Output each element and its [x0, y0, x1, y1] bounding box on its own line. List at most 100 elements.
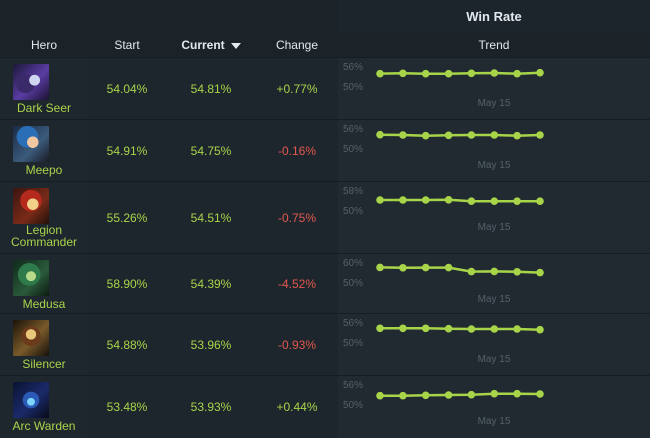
trend-point[interactable] — [444, 263, 453, 272]
hero-cell[interactable]: Dark Seer — [0, 58, 88, 120]
trend-point[interactable] — [490, 131, 499, 139]
trend-sparkline[interactable]: 60% 50% May 15 — [338, 254, 650, 314]
trend-point[interactable] — [444, 131, 453, 140]
trend-point[interactable] — [376, 324, 384, 333]
trend-line — [379, 133, 541, 137]
table-row[interactable]: Medusa 58.90% 54.39% -4.52% 60% 50% May 15 — [0, 253, 650, 314]
trend-point[interactable] — [421, 324, 430, 333]
trend-point[interactable] — [536, 325, 544, 334]
trend-point[interactable] — [399, 131, 407, 139]
trend-point[interactable] — [513, 325, 521, 333]
col-current[interactable]: Current — [166, 33, 256, 57]
trend-sparkline[interactable]: 56% 50% May 15 — [338, 314, 650, 376]
trend-point[interactable] — [421, 196, 430, 204]
trend-point[interactable] — [444, 391, 453, 399]
hero-portrait[interactable] — [13, 382, 49, 418]
trend-point[interactable] — [467, 131, 476, 139]
trend-point[interactable] — [467, 390, 476, 399]
trend-point[interactable] — [376, 263, 384, 272]
trend-point[interactable] — [376, 196, 384, 204]
trend-point[interactable] — [421, 263, 430, 272]
start-value: 55.26% — [106, 211, 148, 225]
change-value: -0.16% — [277, 144, 317, 158]
trend-point[interactable] — [490, 325, 499, 333]
trend-point[interactable] — [444, 69, 453, 78]
trend-cell: 56% 50% May 15 — [338, 314, 650, 376]
hero-portrait[interactable] — [13, 126, 49, 162]
trend-point[interactable] — [421, 391, 430, 400]
trend-point[interactable] — [490, 267, 499, 276]
current-value: 54.51% — [190, 211, 232, 225]
trend-point[interactable] — [421, 69, 430, 78]
hero-name[interactable]: Dark Seer — [16, 101, 72, 115]
hero-name[interactable]: Arc Warden — [12, 419, 76, 433]
trend-point[interactable] — [513, 131, 521, 140]
trend-date-label: May 15 — [478, 416, 511, 427]
values-cell-group — [88, 120, 338, 182]
hero-name[interactable]: Legion Commander — [10, 223, 78, 249]
trend-point[interactable] — [376, 130, 384, 139]
current-value: 54.81% — [190, 82, 232, 96]
hero-portrait[interactable] — [13, 188, 49, 224]
trend-point[interactable] — [490, 389, 499, 398]
col-change[interactable]: Change — [275, 38, 319, 52]
trend-line — [379, 71, 541, 75]
table-row[interactable]: Dark Seer 54.04% 54.81% +0.77% 56% 50% May… — [0, 57, 650, 120]
trend-point[interactable] — [536, 197, 544, 205]
trend-point[interactable] — [444, 196, 453, 204]
trend-sparkline[interactable]: 56% 50% May 15 — [338, 376, 650, 438]
trend-point[interactable] — [467, 267, 476, 276]
start-value: 54.88% — [106, 338, 148, 352]
col-start[interactable]: Start — [114, 38, 140, 52]
trend-point[interactable] — [467, 197, 476, 205]
hero-cell[interactable]: Medusa — [0, 254, 88, 314]
trend-sparkline[interactable]: 58% 50% May 15 — [338, 182, 650, 254]
hero-portrait[interactable] — [13, 260, 49, 296]
current-value: 53.93% — [190, 400, 232, 414]
table-row[interactable]: Silencer 54.88% 53.96% -0.93% 56% 50% May … — [0, 313, 650, 376]
hero-cell[interactable]: Silencer — [0, 314, 88, 376]
trend-sparkline[interactable]: 56% 50% May 15 — [338, 120, 650, 182]
trend-y-top-label: 56% — [343, 380, 363, 391]
hero-name[interactable]: Meepo — [25, 163, 63, 177]
trend-sparkline[interactable]: 56% 50% May 15 — [338, 58, 650, 120]
trend-point[interactable] — [513, 69, 521, 78]
trend-y-bottom-label: 50% — [343, 144, 363, 155]
table-row[interactable]: Meepo 54.91% 54.75% -0.16% 56% 50% May 15 — [0, 119, 650, 182]
hero-portrait[interactable] — [13, 320, 49, 356]
trend-point[interactable] — [536, 131, 544, 139]
trend-point[interactable] — [376, 69, 384, 78]
hero-name[interactable]: Silencer — [22, 357, 66, 371]
hero-cell[interactable]: Meepo — [0, 120, 88, 182]
hero-cell[interactable]: Arc Warden — [0, 376, 88, 438]
trend-point[interactable] — [376, 391, 384, 400]
start-value: 54.91% — [106, 144, 148, 158]
trend-point[interactable] — [399, 324, 407, 333]
hero-cell[interactable]: Legion Commander — [0, 182, 88, 254]
change-value: +0.77% — [276, 82, 318, 96]
trend-point[interactable] — [399, 264, 407, 272]
trend-point[interactable] — [513, 268, 521, 276]
trend-point[interactable] — [513, 389, 521, 398]
trend-point[interactable] — [536, 390, 544, 398]
table-row[interactable]: Legion Commander 55.26% 54.51% -0.75% 58… — [0, 181, 650, 254]
trend-point[interactable] — [536, 68, 544, 77]
trend-point[interactable] — [536, 268, 544, 277]
trend-point[interactable] — [467, 69, 476, 78]
trend-cell: 60% 50% May 15 — [338, 254, 650, 314]
trend-point[interactable] — [467, 325, 476, 333]
trend-point[interactable] — [399, 196, 407, 204]
trend-point[interactable] — [513, 197, 521, 205]
trend-y-top-label: 56% — [343, 124, 363, 135]
trend-point[interactable] — [421, 131, 430, 140]
hero-portrait[interactable] — [13, 64, 49, 100]
col-hero[interactable]: Hero — [30, 38, 57, 52]
trend-point[interactable] — [399, 391, 407, 400]
trend-point[interactable] — [444, 324, 453, 333]
hero-name[interactable]: Medusa — [22, 297, 66, 311]
table-row[interactable]: Arc Warden 53.48% 53.93% +0.44% 56% 50% Ma… — [0, 375, 650, 438]
col-trend[interactable]: Trend — [478, 38, 510, 52]
trend-point[interactable] — [490, 197, 499, 205]
trend-point[interactable] — [490, 69, 499, 77]
trend-point[interactable] — [399, 69, 407, 78]
